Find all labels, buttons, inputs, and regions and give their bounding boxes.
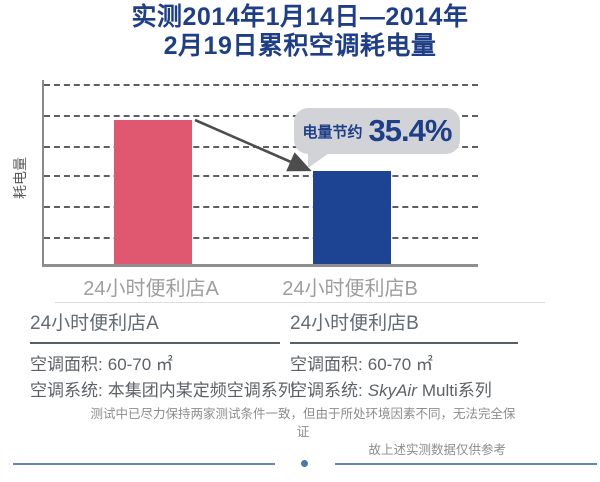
store-b-rule: [290, 342, 518, 344]
area-value: 60-70 ㎡: [367, 355, 433, 374]
area-value: 60-70 ㎡: [107, 355, 173, 374]
page-title-line2: 2月19日累积空调耗电量: [163, 32, 437, 60]
store-a-name: 24小时便利店A: [30, 313, 159, 334]
store-a-system-row: 空调系统: 本集团内某定频空调系列: [30, 378, 295, 404]
store-b-name: 24小时便利店B: [290, 313, 419, 334]
disclaimer-line1: 测试中已尽力保持两家测试条件一致，但由于所处环境因素不同，无法完全保证: [90, 407, 516, 440]
bar-store-a: [114, 120, 192, 264]
store-a-area-row: 空调面积: 60-70 ㎡: [30, 352, 285, 378]
savings-callout: 电量节约 35.4%: [294, 108, 460, 168]
footer-divider-left: [13, 463, 275, 465]
callout-tail: [308, 151, 332, 168]
gridline: [44, 206, 478, 208]
y-axis-label: 耗电量: [12, 157, 28, 199]
savings-arrow: [194, 118, 312, 172]
store-b-system-row: 空调系统: SkyAir Multi系列: [290, 378, 530, 404]
gridline: [44, 237, 478, 239]
system-label: 空调系统:: [290, 381, 363, 401]
system-value: 本集团内某定频空调系列: [107, 381, 295, 401]
area-label: 空调面积:: [30, 355, 103, 374]
area-label: 空调面积:: [290, 355, 363, 374]
gridline: [44, 175, 478, 177]
store-a-info: 24小时便利店A 空调面积: 60-70 ㎡ 空调系统: 本集团内某定频空调系列: [30, 308, 295, 405]
footer-divider-right: [335, 463, 597, 465]
chart-plot-area: 电量节约 35.4%: [42, 80, 478, 267]
disclaimer-line2: 故上述实测数据仅供参考: [368, 443, 506, 458]
system-value-brand: SkyAir: [367, 381, 417, 401]
footer-divider-dot: [301, 460, 308, 467]
x-label-store-b: 24小时便利店B: [282, 278, 418, 300]
callout-value: 35.4%: [368, 113, 453, 148]
disclaimer-note: 测试中已尽力保持两家测试条件一致，但由于所处环境因素不同，无法完全保证 故上述实…: [88, 405, 518, 459]
gridline: [44, 84, 478, 86]
gridline: [44, 115, 478, 117]
section-divider: [55, 302, 545, 303]
store-b-area-row: 空调面积: 60-70 ㎡: [290, 352, 530, 378]
system-label: 空调系统:: [30, 381, 103, 401]
callout-label: 电量节约: [302, 123, 363, 141]
system-value: Multi系列: [421, 381, 492, 401]
store-b-info: 24小时便利店B 空调面积: 60-70 ㎡ 空调系统: SkyAir Multi系列: [290, 308, 530, 405]
page-title: 实测2014年1月14日—2014年 2月19日累积空调耗电量: [0, 3, 600, 61]
bar-store-b: [313, 171, 391, 264]
store-a-rule: [30, 342, 280, 344]
x-label-store-a: 24小时便利店A: [83, 278, 219, 300]
page-title-line1: 实测2014年1月14日—2014年: [131, 3, 469, 31]
gridline: [44, 146, 478, 148]
